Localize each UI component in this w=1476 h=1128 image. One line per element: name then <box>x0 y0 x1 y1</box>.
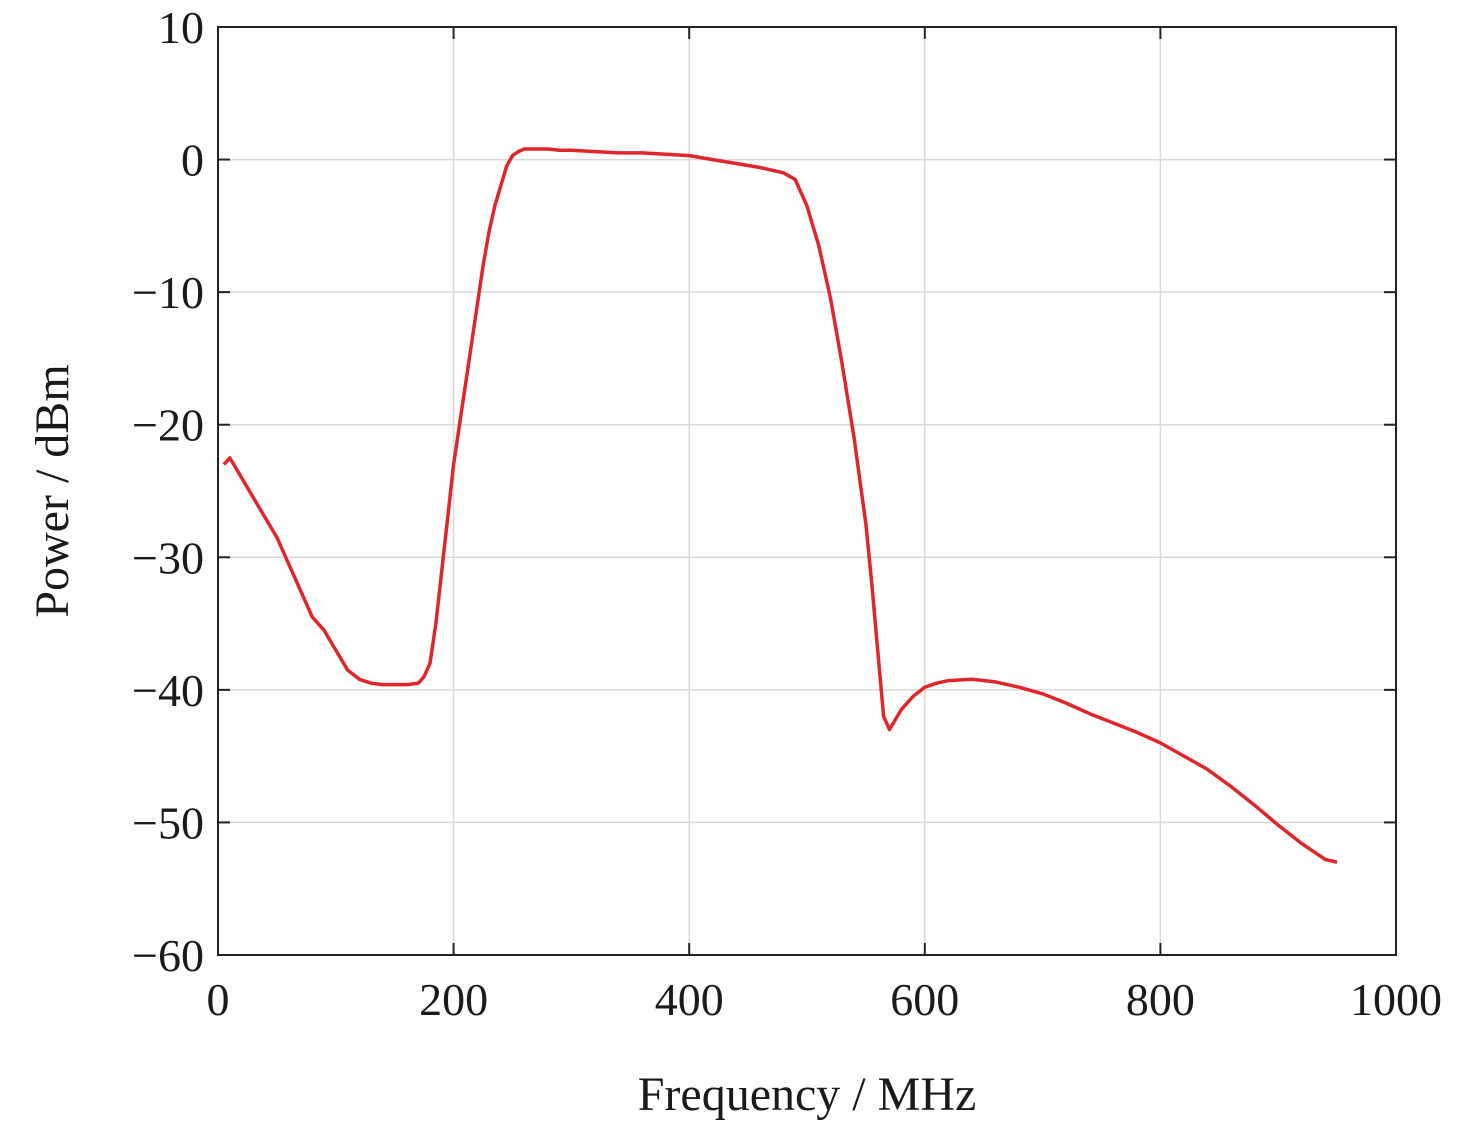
axis-ticks <box>217 26 1397 956</box>
x-tick-label: 800 <box>1126 974 1195 1025</box>
x-tick-labels: 0 200 400 600 800 1000 <box>207 974 1443 1025</box>
x-tick-label: 400 <box>655 974 724 1025</box>
x-axis-title: Frequency / MHz <box>638 1068 977 1121</box>
x-tick-label: 600 <box>890 974 959 1025</box>
spectrum-line <box>222 147 1338 864</box>
y-tick-label: −10 <box>132 267 204 318</box>
x-tick-label: 0 <box>207 974 230 1025</box>
y-axis-title: Power / dBm <box>26 364 79 617</box>
y-tick-label: −30 <box>132 532 204 583</box>
series-layer <box>222 147 1338 864</box>
y-tick-label: −20 <box>132 400 204 451</box>
plot-area-frame <box>217 26 1397 956</box>
y-tick-labels: 10 0 −10 −20 −30 −40 −50 −60 <box>132 2 204 981</box>
y-tick-label: 10 <box>158 2 204 53</box>
y-tick-label: −50 <box>132 797 204 848</box>
grid-lines <box>218 27 1396 955</box>
y-tick-label: 0 <box>181 135 204 186</box>
x-tick-label: 1000 <box>1350 974 1442 1025</box>
y-tick-label: −60 <box>132 930 204 981</box>
y-tick-label: −40 <box>132 665 204 716</box>
x-tick-label: 200 <box>419 974 488 1025</box>
